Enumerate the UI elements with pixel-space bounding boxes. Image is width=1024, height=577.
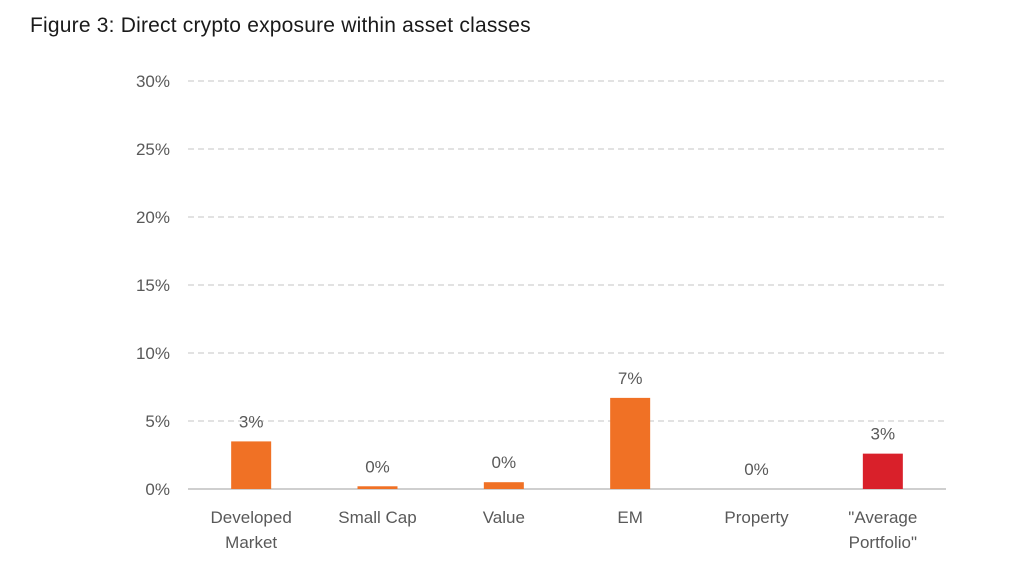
- y-tick-label: 15%: [136, 276, 170, 295]
- bar: [862, 453, 903, 489]
- y-tick-label: 20%: [136, 208, 170, 227]
- category-label: Market: [225, 533, 277, 552]
- bar: [357, 486, 398, 489]
- category-label: Property: [724, 508, 789, 527]
- chart-title: Figure 3: Direct crypto exposure within …: [30, 14, 531, 37]
- category-label: Small Cap: [338, 508, 416, 527]
- category-label: Developed: [211, 508, 292, 527]
- y-tick-label: 25%: [136, 140, 170, 159]
- data-label: 7%: [618, 369, 643, 388]
- bar: [610, 397, 651, 489]
- data-label: 3%: [239, 412, 264, 431]
- y-tick-label: 5%: [145, 412, 170, 431]
- data-label: 0%: [744, 460, 769, 479]
- category-label: Portfolio": [849, 533, 917, 552]
- y-tick-label: 30%: [136, 72, 170, 91]
- gridlines: [188, 80, 946, 422]
- bar: [231, 441, 272, 489]
- data-label: 0%: [492, 453, 517, 472]
- category-label: Value: [483, 508, 525, 527]
- category-label: EM: [617, 508, 643, 527]
- y-tick-label: 0%: [145, 480, 170, 499]
- bars: [231, 397, 903, 489]
- category-label: "Average: [848, 508, 917, 527]
- y-tick-label: 10%: [136, 344, 170, 363]
- labels: 0% 5% 10% 15% 20% 25% 30% 3% Developed Market 0% Sm…: [136, 72, 917, 552]
- data-label: 3%: [871, 425, 896, 444]
- data-label: 0%: [365, 457, 390, 476]
- bar: [483, 482, 524, 489]
